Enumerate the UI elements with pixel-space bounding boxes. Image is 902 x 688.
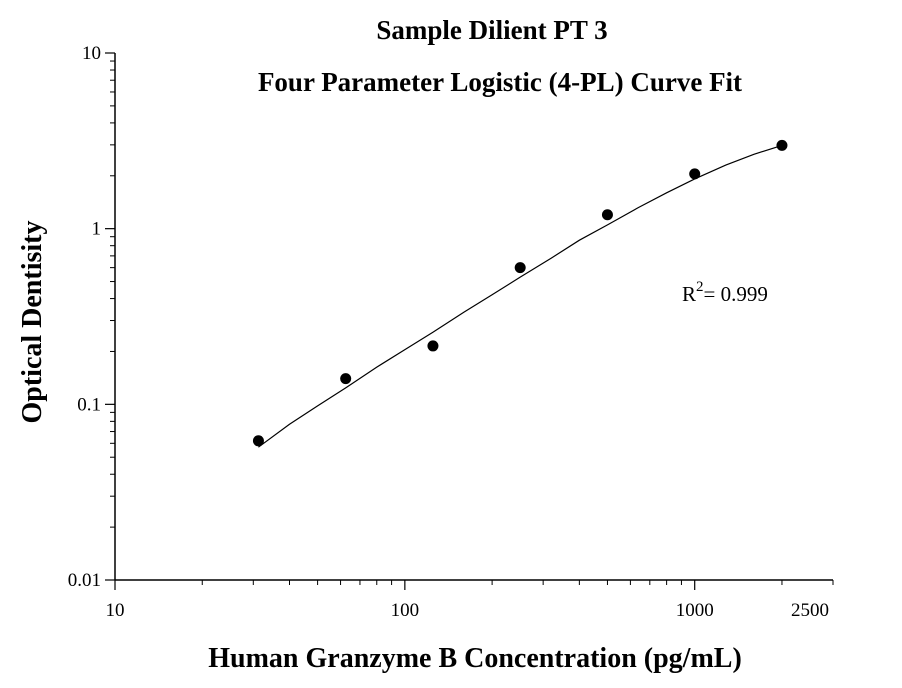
x-axis-label: Human Granzyme B Concentration (pg/mL) <box>208 643 742 674</box>
x-tick-label: 2500 <box>791 600 829 621</box>
data-point <box>252 435 264 447</box>
y-tick-label: 1 <box>92 219 102 240</box>
data-point <box>427 340 439 352</box>
data-points <box>252 139 788 447</box>
x-tick-label: 10 <box>106 600 125 621</box>
y-tick-label: 0.1 <box>77 394 101 415</box>
data-point <box>776 139 788 151</box>
data-point <box>340 373 352 385</box>
data-point <box>601 209 613 221</box>
plot-axes: 0.01 0.1 1 10 10 100 1000 2500 <box>68 43 834 621</box>
r-squared-superscript: 2 <box>696 279 704 295</box>
r-squared-value: = 0.999 <box>704 282 768 306</box>
data-point <box>514 262 526 274</box>
x-tick-label: 1000 <box>676 600 714 621</box>
y-axis-label: Optical Dentisity <box>17 221 48 424</box>
y-tick-label: 10 <box>82 43 101 64</box>
r-squared-annotation: R2= 0.999 <box>682 279 768 306</box>
x-tick-label: 100 <box>391 600 420 621</box>
chart-title: Sample Dilient PT 3 <box>376 15 607 45</box>
chart-subtitle: Four Parameter Logistic (4-PL) Curve Fit <box>258 67 742 97</box>
y-tick-label: 0.01 <box>68 570 101 591</box>
r-squared-prefix: R <box>682 282 696 306</box>
data-point <box>689 168 701 180</box>
